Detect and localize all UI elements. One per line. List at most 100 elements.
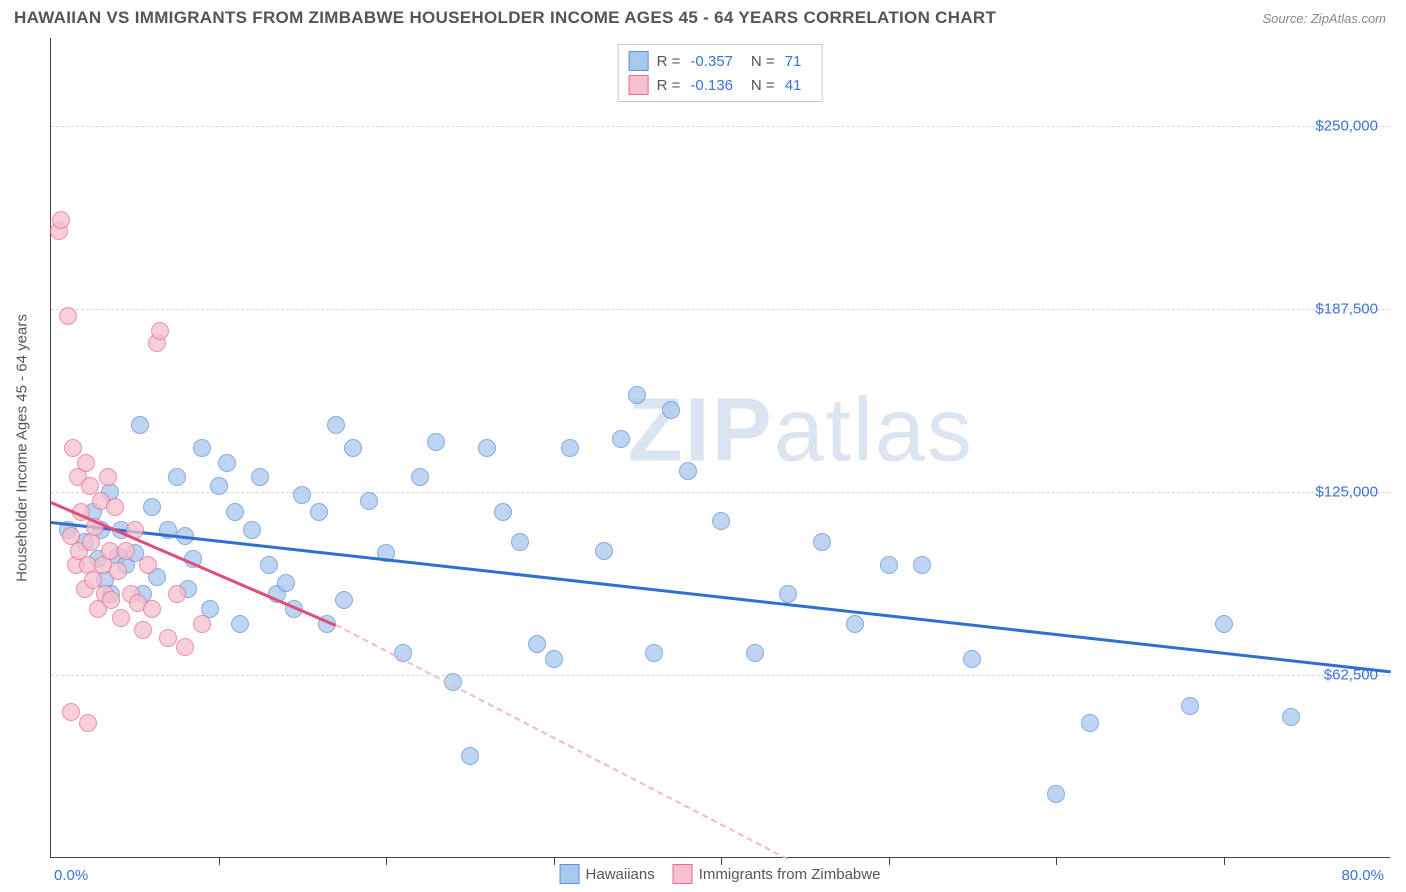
data-point bbox=[99, 468, 117, 486]
data-point bbox=[117, 542, 135, 560]
data-point bbox=[561, 439, 579, 457]
data-point bbox=[101, 542, 119, 560]
data-point bbox=[595, 542, 613, 560]
data-point bbox=[277, 574, 295, 592]
data-point bbox=[411, 468, 429, 486]
x-tick bbox=[889, 857, 890, 865]
data-point bbox=[628, 386, 646, 404]
data-point bbox=[645, 644, 663, 662]
legend-n-label: N = bbox=[751, 77, 775, 94]
legend-swatch bbox=[629, 51, 649, 71]
data-point bbox=[779, 585, 797, 603]
x-tick bbox=[1224, 857, 1225, 865]
data-point bbox=[545, 650, 563, 668]
chart-title: HAWAIIAN VS IMMIGRANTS FROM ZIMBABWE HOU… bbox=[14, 8, 996, 28]
data-point bbox=[478, 439, 496, 457]
y-tick-label: $125,000 bbox=[1315, 483, 1378, 500]
legend-n-value: 71 bbox=[785, 53, 802, 70]
legend-row: R = -0.136 N = 41 bbox=[629, 73, 812, 97]
data-point bbox=[679, 462, 697, 480]
data-point bbox=[106, 498, 124, 516]
grid-line bbox=[51, 492, 1390, 493]
data-point bbox=[231, 615, 249, 633]
y-axis-label: Householder Income Ages 45 - 64 years bbox=[14, 314, 31, 582]
legend-n-value: 41 bbox=[785, 77, 802, 94]
data-point bbox=[1215, 615, 1233, 633]
data-point bbox=[79, 714, 97, 732]
data-point bbox=[151, 322, 169, 340]
data-point bbox=[226, 503, 244, 521]
plot-area: ZIPatlas $62,500$125,000$187,500$250,000 bbox=[50, 38, 1390, 858]
trend-line bbox=[51, 521, 1391, 673]
x-tick bbox=[219, 857, 220, 865]
data-point bbox=[662, 401, 680, 419]
y-tick-label: $250,000 bbox=[1315, 117, 1378, 134]
data-point bbox=[193, 615, 211, 633]
bottom-legend: Hawaiians Immigrants from Zimbabwe bbox=[560, 864, 881, 884]
data-point bbox=[494, 503, 512, 521]
data-point bbox=[59, 307, 77, 325]
data-point bbox=[1081, 714, 1099, 732]
data-point bbox=[963, 650, 981, 668]
legend-swatch bbox=[629, 75, 649, 95]
data-point bbox=[461, 747, 479, 765]
scatter-chart: ZIPatlas $62,500$125,000$187,500$250,000… bbox=[50, 38, 1390, 858]
data-point bbox=[168, 468, 186, 486]
data-point bbox=[511, 533, 529, 551]
data-point bbox=[260, 556, 278, 574]
data-point bbox=[335, 591, 353, 609]
data-point bbox=[134, 621, 152, 639]
x-tick bbox=[1056, 857, 1057, 865]
x-axis-end: 80.0% bbox=[1341, 867, 1384, 884]
legend-label: Immigrants from Zimbabwe bbox=[699, 866, 881, 883]
grid-line bbox=[51, 675, 1390, 676]
grid-line bbox=[51, 126, 1390, 127]
data-point bbox=[64, 439, 82, 457]
legend-r-value: -0.357 bbox=[690, 53, 733, 70]
legend-swatch bbox=[560, 864, 580, 884]
stats-legend: R = -0.357 N = 71 R = -0.136 N = 41 bbox=[618, 44, 823, 102]
legend-item: Hawaiians bbox=[560, 864, 655, 884]
data-point bbox=[427, 433, 445, 451]
data-point bbox=[62, 703, 80, 721]
data-point bbox=[131, 416, 149, 434]
data-point bbox=[293, 486, 311, 504]
data-point bbox=[139, 556, 157, 574]
data-point bbox=[360, 492, 378, 510]
data-point bbox=[159, 629, 177, 647]
data-point bbox=[746, 644, 764, 662]
data-point bbox=[846, 615, 864, 633]
data-point bbox=[913, 556, 931, 574]
legend-r-value: -0.136 bbox=[690, 77, 733, 94]
grid-line bbox=[51, 309, 1390, 310]
data-point bbox=[77, 454, 95, 472]
data-point bbox=[143, 498, 161, 516]
data-point bbox=[813, 533, 831, 551]
legend-row: R = -0.357 N = 71 bbox=[629, 49, 812, 73]
data-point bbox=[528, 635, 546, 653]
x-tick bbox=[386, 857, 387, 865]
legend-item: Immigrants from Zimbabwe bbox=[673, 864, 881, 884]
data-point bbox=[344, 439, 362, 457]
data-point bbox=[1181, 697, 1199, 715]
data-point bbox=[327, 416, 345, 434]
legend-swatch bbox=[673, 864, 693, 884]
legend-n-label: N = bbox=[751, 53, 775, 70]
data-point bbox=[218, 454, 236, 472]
y-tick-label: $187,500 bbox=[1315, 300, 1378, 317]
data-point bbox=[880, 556, 898, 574]
data-point bbox=[52, 211, 70, 229]
legend-r-label: R = bbox=[657, 53, 681, 70]
data-point bbox=[210, 477, 228, 495]
data-point bbox=[102, 591, 120, 609]
data-point bbox=[193, 439, 211, 457]
x-axis-start: 0.0% bbox=[54, 867, 88, 884]
legend-r-label: R = bbox=[657, 77, 681, 94]
data-point bbox=[1282, 708, 1300, 726]
data-point bbox=[251, 468, 269, 486]
data-point bbox=[143, 600, 161, 618]
data-point bbox=[176, 638, 194, 656]
data-point bbox=[712, 512, 730, 530]
legend-label: Hawaiians bbox=[586, 866, 655, 883]
data-point bbox=[310, 503, 328, 521]
